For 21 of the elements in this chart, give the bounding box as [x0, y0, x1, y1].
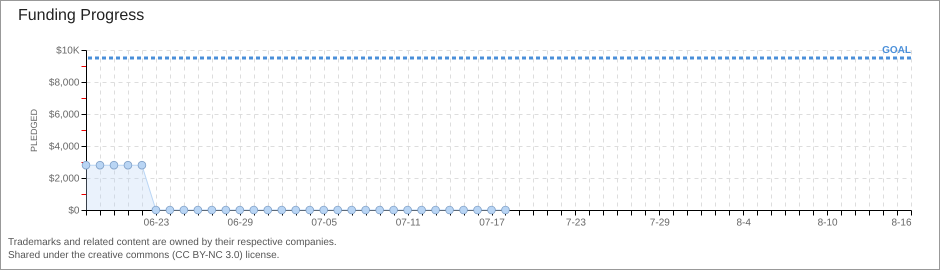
- text: Shared under the creative commons (CC BY-NC 3.0) license.: [8, 249, 280, 262]
- x-tick-label: 07-11: [396, 218, 421, 228]
- x-tick-label: 06-29: [228, 218, 254, 228]
- x-tick-label: 7-29: [650, 218, 670, 228]
- chart-title: Funding Progress: [18, 7, 144, 24]
- x-tick-label: 7-23: [566, 218, 586, 228]
- x-tick-label: 8-4: [736, 218, 752, 228]
- x-tick-label: 07-17: [479, 218, 506, 228]
- y-tick-label: $0: [68, 206, 80, 216]
- x-tick-label: 8-10: [818, 218, 838, 228]
- y-tick-label: $10K: [56, 46, 80, 56]
- y-tick-label: $2,000: [48, 174, 80, 184]
- y-tick-label: $8,000: [48, 78, 80, 88]
- x-tick-label: 8-16: [891, 218, 912, 228]
- y-tick-label: $6,000: [48, 110, 80, 120]
- ref-line-label: GOAL: [882, 45, 911, 56]
- x-tick-label: 07-05: [311, 218, 338, 228]
- y-axis-title: PLEDGED: [28, 108, 39, 152]
- x-tick-label: 06-23: [144, 218, 170, 228]
- y-tick-label: $4,000: [48, 142, 80, 152]
- text: Trademarks and related content are owned by their respective companies.: [8, 236, 337, 249]
